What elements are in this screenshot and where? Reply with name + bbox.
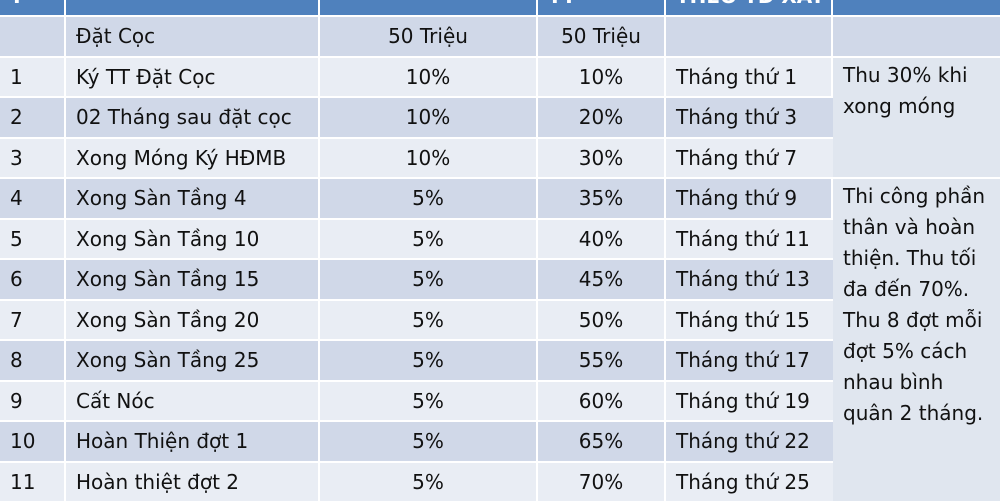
schedule-cell: Tháng thứ 13 (666, 260, 833, 301)
amount-cell: 5% (320, 382, 538, 423)
stt-cell: 2 (0, 98, 66, 139)
amount-cell: 5% (320, 220, 538, 261)
cumulative-cell: 55% (538, 341, 666, 382)
item-cell: Cất Nóc (66, 382, 320, 423)
cumulative-cell: 10% (538, 58, 666, 99)
item-cell: Xong Sàn Tầng 25 (66, 341, 320, 382)
header-cell-cumulative: TT (538, 0, 666, 17)
stt-cell: 11 (0, 463, 66, 503)
header-cell-amount (320, 0, 538, 17)
amount-cell: 10% (320, 58, 538, 99)
item-cell: Xong Sàn Tầng 4 (66, 179, 320, 220)
stt-cell: 10 (0, 422, 66, 463)
amount-cell: 5% (320, 179, 538, 220)
cumulative-cell: 35% (538, 179, 666, 220)
stt-cell: 9 (0, 382, 66, 423)
item-cell: Xong Móng Ký HĐMB (66, 139, 320, 180)
amount-cell: 5% (320, 422, 538, 463)
amount-cell: 10% (320, 139, 538, 180)
note-construction: Thi công phần thân và hoàn thiện. Thu tố… (833, 179, 1000, 503)
item-cell: Xong Sàn Tầng 10 (66, 220, 320, 261)
stt-cell: 1 (0, 58, 66, 99)
cumulative-cell: 45% (538, 260, 666, 301)
schedule-cell: Tháng thứ 25 (666, 463, 833, 503)
schedule-cell: Tháng thứ 9 (666, 179, 833, 220)
schedule-cell: Tháng thứ 19 (666, 382, 833, 423)
note-foundation: Thu 30% khi xong móng (833, 58, 1000, 180)
cumulative-cell: 65% (538, 422, 666, 463)
item-cell: Đặt Cọc (66, 17, 320, 58)
cumulative-cell: 60% (538, 382, 666, 423)
schedule-cell: Tháng thứ 1 (666, 58, 833, 99)
schedule-cell: Tháng thứ 3 (666, 98, 833, 139)
stt-cell: 4 (0, 179, 66, 220)
cumulative-cell: 20% (538, 98, 666, 139)
cumulative-cell: 40% (538, 220, 666, 261)
header-cell-schedule: THEO TĐ XÂY (666, 0, 833, 17)
cumulative-cell: 30% (538, 139, 666, 180)
stt-cell (0, 17, 66, 58)
stt-cell: 5 (0, 220, 66, 261)
item-cell: Xong Sàn Tầng 15 (66, 260, 320, 301)
item-cell: Hoàn thiệt đợt 2 (66, 463, 320, 503)
header-cell-note (833, 0, 1000, 17)
stt-cell: 7 (0, 301, 66, 342)
item-cell: 02 Tháng sau đặt cọc (66, 98, 320, 139)
amount-cell: 5% (320, 301, 538, 342)
table-row: 4 Xong Sàn Tầng 4 5% 35% Tháng thứ 9 Thi… (0, 179, 1000, 220)
amount-cell: 50 Triệu (320, 17, 538, 58)
table-row: 1 Ký TT Đặt Cọc 10% 10% Tháng thứ 1 Thu … (0, 58, 1000, 99)
table-row: Đặt Cọc 50 Triệu 50 Triệu (0, 17, 1000, 58)
stt-cell: 3 (0, 139, 66, 180)
schedule-cell: Tháng thứ 7 (666, 139, 833, 180)
item-cell: Ký TT Đặt Cọc (66, 58, 320, 99)
amount-cell: 5% (320, 260, 538, 301)
header-cell-stt: T (0, 0, 66, 17)
amount-cell: 10% (320, 98, 538, 139)
stt-cell: 8 (0, 341, 66, 382)
schedule-cell: Tháng thứ 11 (666, 220, 833, 261)
item-cell: Xong Sàn Tầng 20 (66, 301, 320, 342)
note-cell-empty (833, 17, 1000, 58)
cumulative-cell: 70% (538, 463, 666, 503)
cumulative-cell: 50% (538, 301, 666, 342)
header-cell-item (66, 0, 320, 17)
amount-cell: 5% (320, 341, 538, 382)
stt-cell: 6 (0, 260, 66, 301)
item-cell: Hoàn Thiện đợt 1 (66, 422, 320, 463)
schedule-cell: Tháng thứ 15 (666, 301, 833, 342)
cumulative-cell: 50 Triệu (538, 17, 666, 58)
table-header-row: T TT THEO TĐ XÂY (0, 0, 1000, 17)
schedule-cell: Tháng thứ 17 (666, 341, 833, 382)
schedule-cell (666, 17, 833, 58)
schedule-cell: Tháng thứ 22 (666, 422, 833, 463)
amount-cell: 5% (320, 463, 538, 503)
